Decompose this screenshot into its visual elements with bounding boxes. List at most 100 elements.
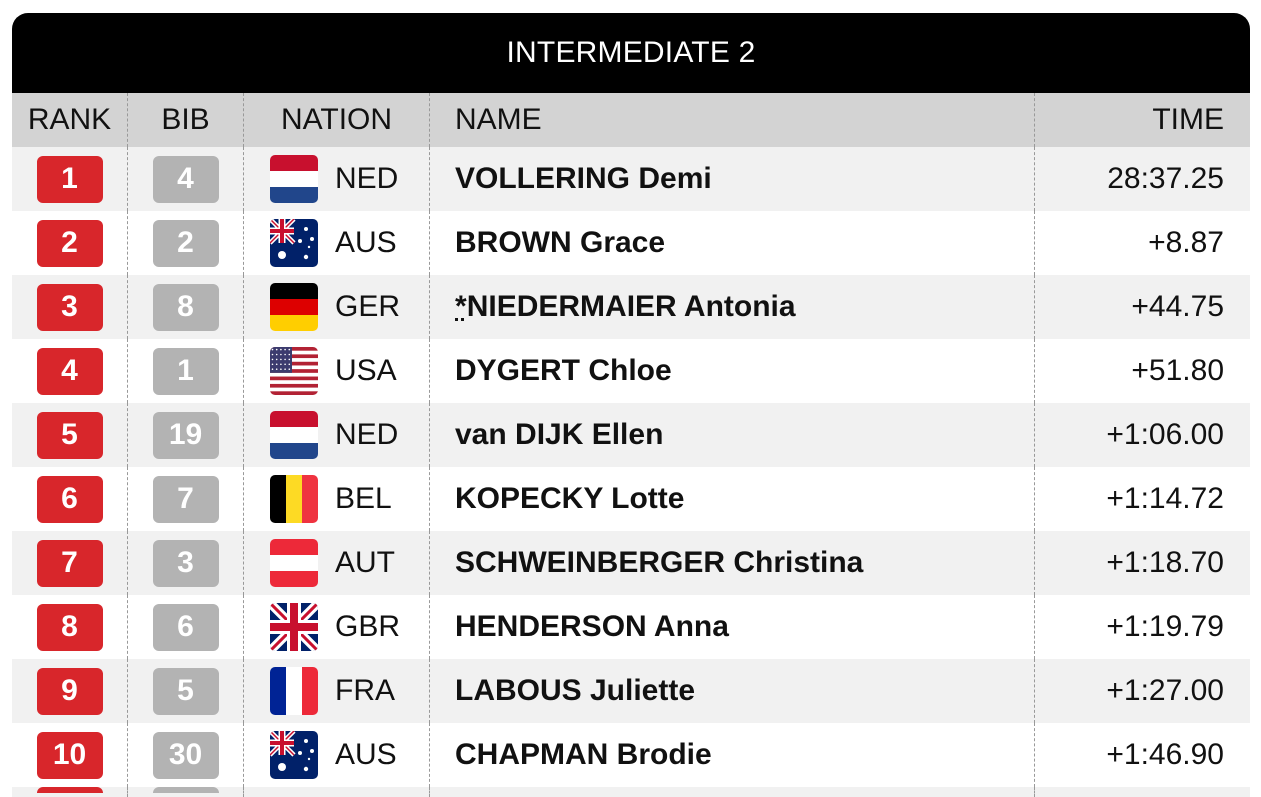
bib-cell: 8 <box>128 275 244 339</box>
athlete-name-text: SCHWEINBERGER Christina <box>455 546 864 579</box>
rank-badge: 3 <box>36 283 103 331</box>
rank-badge: 6 <box>36 475 103 523</box>
ned-flag-icon <box>270 411 318 459</box>
rank-badge: 5 <box>36 411 103 459</box>
nation-code: BEL <box>335 482 392 515</box>
time-value: +1:06.00 <box>1106 418 1224 451</box>
nation-cell: AUS <box>244 723 430 787</box>
bib-badge: 4 <box>152 155 219 203</box>
time-value: +1:19.79 <box>1106 610 1224 643</box>
name-cell: VOLLERING Demi <box>430 147 1035 211</box>
nation-header: NATION <box>244 93 430 147</box>
bib-cell: 4 <box>128 147 244 211</box>
athlete-name: KOPECKY Lotte <box>455 482 684 516</box>
athlete-name: BROWN Grace <box>455 226 665 260</box>
athlete-name-text: BROWN Grace <box>455 226 666 259</box>
rank-badge: 9 <box>36 667 103 715</box>
nation-code: FRA <box>335 674 395 707</box>
rank-cell: 5 <box>12 403 128 467</box>
table-header: RANK BIB NATION NAME TIME <box>12 93 1250 147</box>
bib-badge: 30 <box>152 731 219 779</box>
rank-cell: 7 <box>12 531 128 595</box>
table-row: 8 6 GBR HENDERSON Anna +1:19.79 <box>12 595 1250 659</box>
bib-cell: 7 <box>128 467 244 531</box>
time-value: +1:46.90 <box>1106 738 1224 771</box>
bib-cell: 30 <box>128 723 244 787</box>
name-cell: LABOUS Juliette <box>430 659 1035 723</box>
athlete-name-text: HENDERSON Anna <box>455 610 729 643</box>
athlete-name: LABOUS Juliette <box>455 674 695 708</box>
nation-cell: GER <box>244 275 430 339</box>
time-cell: +1:46.90 <box>1035 723 1250 787</box>
time-cell: +1:14.72 <box>1035 467 1250 531</box>
athlete-name-text: NIEDERMAIER Antonia <box>466 290 796 323</box>
athlete-name: HENDERSON Anna <box>455 610 729 644</box>
bib-cell: 19 <box>128 403 244 467</box>
nation-cell: USA <box>244 339 430 403</box>
athlete-name-text: CHAPMAN Brodie <box>455 738 712 771</box>
bib-badge: 8 <box>152 283 219 331</box>
bib-badge: 19 <box>152 411 219 459</box>
athlete-name: SCHWEINBERGER Christina <box>455 546 863 580</box>
table-title: INTERMEDIATE 2 <box>12 13 1250 93</box>
table-row: 3 8 GER *NIEDERMAIER Antonia +44.75 <box>12 275 1250 339</box>
ger-flag-icon <box>270 283 318 331</box>
time-cell: +8.87 <box>1035 211 1250 275</box>
name-cell: DYGERT Chloe <box>430 339 1035 403</box>
rank-cell: 3 <box>12 275 128 339</box>
athlete-marker: * <box>455 290 467 323</box>
time-value: +1:18.70 <box>1106 546 1224 579</box>
time-value: +1:27.00 <box>1106 674 1224 707</box>
time-cell: +44.75 <box>1035 275 1250 339</box>
bib-cell: 1 <box>128 339 244 403</box>
nation-code: AUT <box>335 546 395 579</box>
nation-code: GER <box>335 290 401 323</box>
nation-code: GBR <box>335 610 401 643</box>
athlete-name-text: LABOUS Juliette <box>455 674 696 707</box>
rank-cell: 8 <box>12 595 128 659</box>
rank-badge: 4 <box>36 347 103 395</box>
nation-code: NED <box>335 162 399 195</box>
athlete-name: DYGERT Chloe <box>455 354 672 388</box>
results-panel: INTERMEDIATE 2 RANK BIB NATION NAME TIME… <box>12 13 1250 797</box>
rank-cell: 2 <box>12 211 128 275</box>
nation-cell: AUT <box>244 531 430 595</box>
athlete-name: VOLLERING Demi <box>455 162 712 196</box>
results-list: 1 4 NED VOLLERING Demi 28:37.25 2 2 AUS BROWN Gr… <box>12 147 1250 787</box>
name-cell: CHAPMAN Brodie <box>430 723 1035 787</box>
nation-cell: GBR <box>244 595 430 659</box>
rank-badge: 2 <box>36 219 103 267</box>
table-row: 10 30 AUS CHAPMAN Brodie +1:46.90 <box>12 723 1250 787</box>
time-cell: +51.80 <box>1035 339 1250 403</box>
bib-cell: 5 <box>128 659 244 723</box>
aus-flag-icon <box>270 731 318 779</box>
rank-cell: 4 <box>12 339 128 403</box>
rank-badge: 8 <box>36 603 103 651</box>
athlete-name: *NIEDERMAIER Antonia <box>455 290 796 324</box>
bel-flag-icon <box>270 475 318 523</box>
bib-badge: 3 <box>152 539 219 587</box>
nation-cell: FRA <box>244 659 430 723</box>
nation-cell: NED <box>244 403 430 467</box>
rank-cell: 6 <box>12 467 128 531</box>
table-row: 6 7 BEL KOPECKY Lotte +1:14.72 <box>12 467 1250 531</box>
time-value: +8.87 <box>1148 226 1224 259</box>
fra-flag-icon <box>270 667 318 715</box>
nation-code: AUS <box>335 226 397 259</box>
time-value: +44.75 <box>1131 290 1224 323</box>
name-cell: van DIJK Ellen <box>430 403 1035 467</box>
table-row: 7 3 AUT SCHWEINBERGER Christina +1:18.70 <box>12 531 1250 595</box>
rank-cell: 1 <box>12 147 128 211</box>
athlete-name: van DIJK Ellen <box>455 418 663 452</box>
usa-flag-icon <box>270 347 318 395</box>
name-cell: KOPECKY Lotte <box>430 467 1035 531</box>
name-header: NAME <box>430 93 1035 147</box>
table-row: 9 5 FRA LABOUS Juliette +1:27.00 <box>12 659 1250 723</box>
bib-header: BIB <box>128 93 244 147</box>
rank-badge-partial <box>36 787 103 793</box>
nation-code: NED <box>335 418 399 451</box>
time-header: TIME <box>1152 103 1224 136</box>
nation-code: USA <box>335 354 397 387</box>
rank-badge: 10 <box>36 731 103 779</box>
time-cell: +1:27.00 <box>1035 659 1250 723</box>
